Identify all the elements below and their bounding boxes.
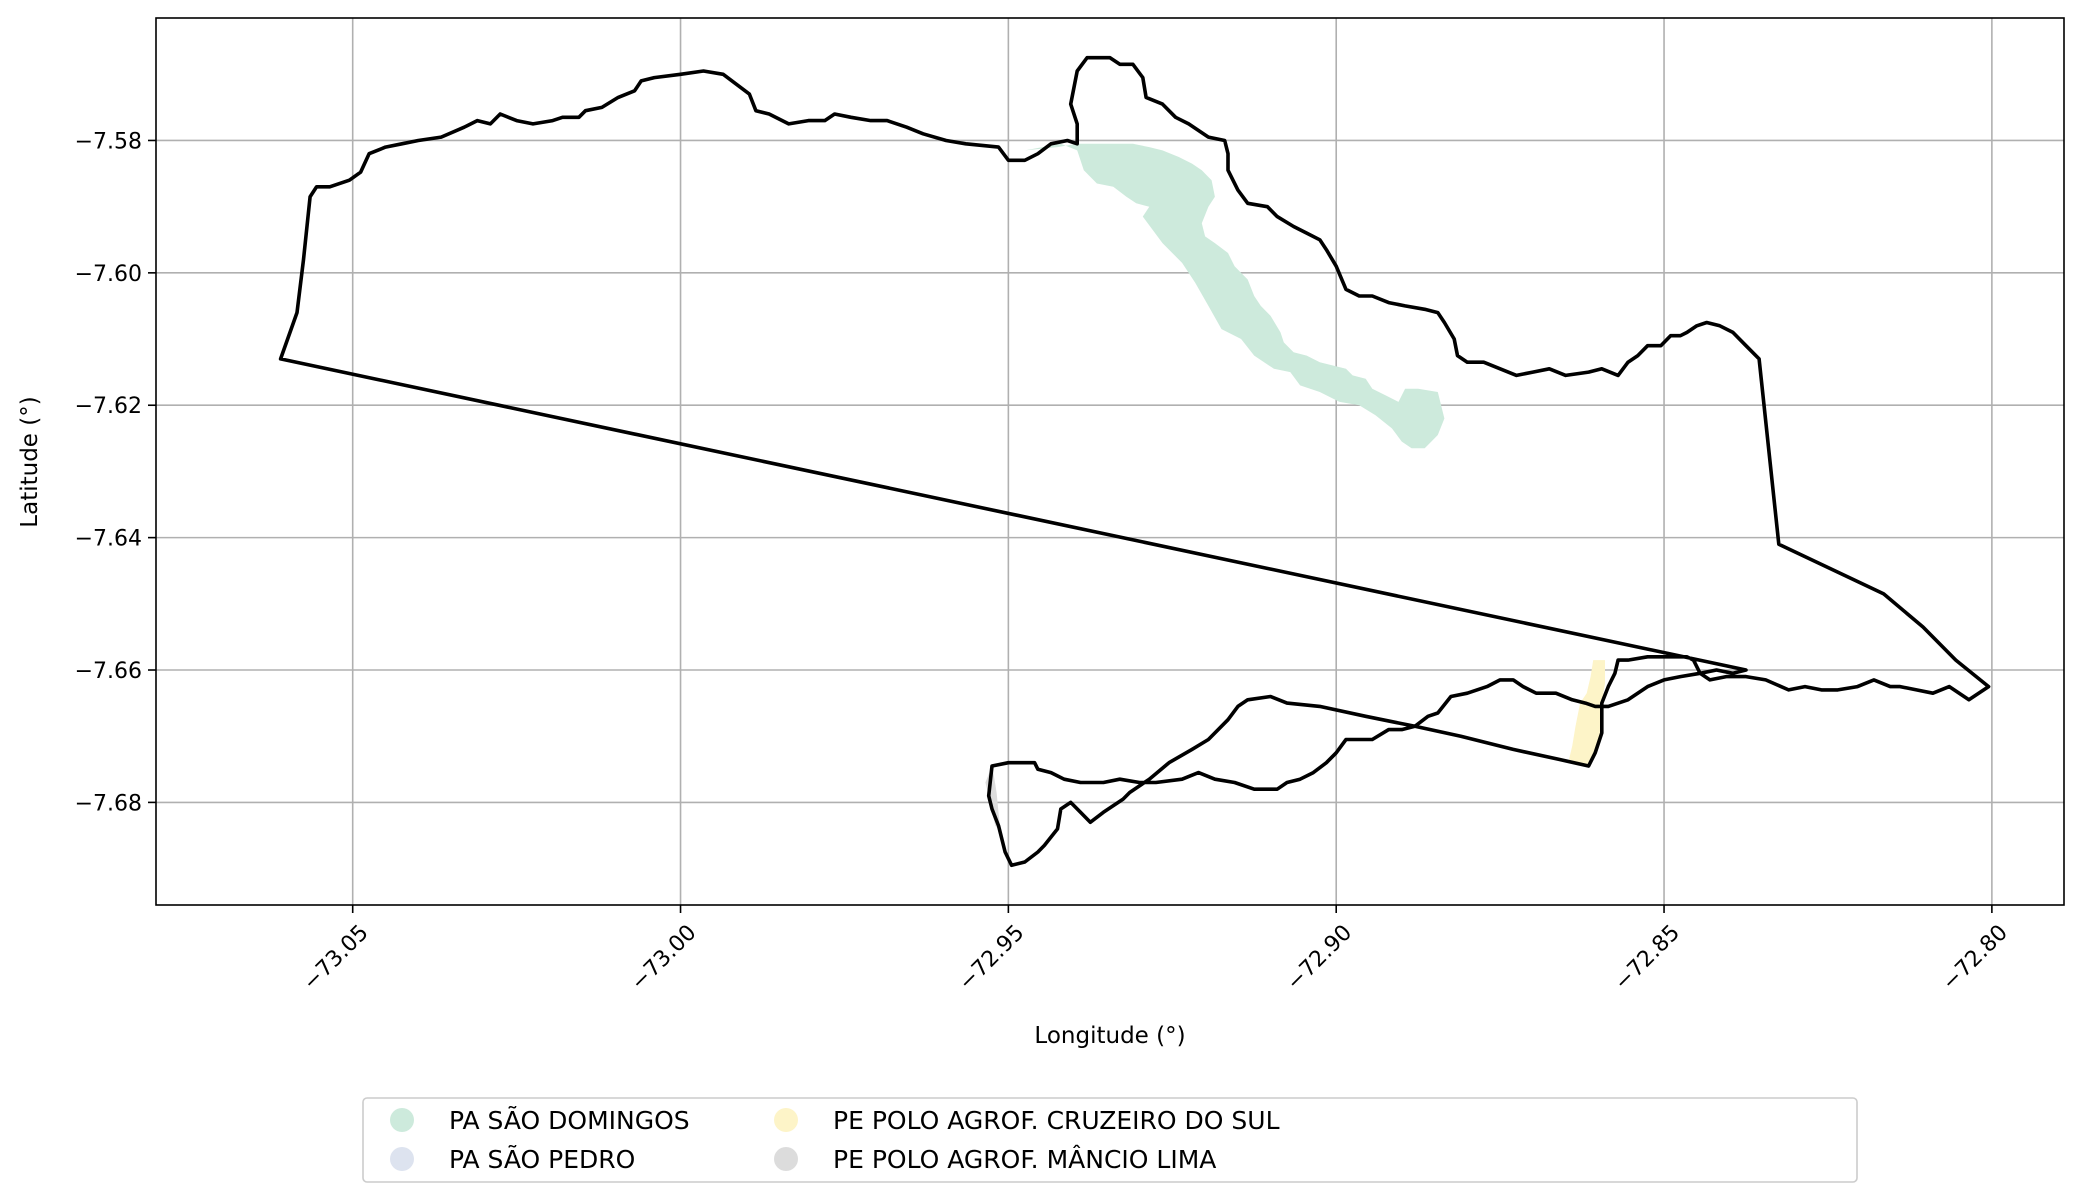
- grid-lines: [156, 18, 2064, 905]
- legend-label: PA SÃO DOMINGOS: [449, 1105, 690, 1135]
- plot-area: [155, 17, 2065, 906]
- plot-frame: [155, 17, 2065, 906]
- area-pa-sao-domingos: [1024, 143, 1445, 449]
- y-tick-label: −7.58: [75, 129, 142, 154]
- y-tick-label: −7.66: [75, 659, 142, 684]
- area-pe-polo-agrof-cruzeiro-do-sul: [1569, 660, 1605, 766]
- legend-marker: [390, 1108, 414, 1132]
- legend-items: PA SÃO DOMINGOS PA SÃO PEDRO PE POLO AGROF…: [390, 1105, 1280, 1174]
- y-tick-label: −7.60: [75, 262, 142, 287]
- legend-marker: [774, 1147, 798, 1171]
- boundary-outline: [278, 55, 1991, 868]
- legend-box: [362, 1097, 1858, 1183]
- legend-label: PE POLO AGROF. CRUZEIRO DO SUL: [833, 1106, 1280, 1135]
- y-tick-label: −7.62: [75, 394, 142, 419]
- legend: PA SÃO DOMINGOS PA SÃO PEDRO PE POLO AGROF…: [362, 1097, 1858, 1183]
- municipal-boundary: [278, 55, 1991, 868]
- legend-label: PE POLO AGROF. MÂNCIO LIMA: [833, 1145, 1216, 1174]
- y-tick-label: −7.68: [75, 791, 142, 816]
- legend-marker: [774, 1108, 798, 1132]
- y-axis-label: Latitude (°): [17, 396, 43, 527]
- y-tick-label: −7.64: [75, 527, 142, 552]
- legend-label: PA SÃO PEDRO: [449, 1144, 635, 1174]
- x-axis-label: Longitude (°): [1034, 1023, 1185, 1049]
- y-axis-ticks: −7.58 −7.60 −7.62 −7.64 −7.66 −7.68: [75, 129, 156, 816]
- legend-marker: [390, 1147, 414, 1171]
